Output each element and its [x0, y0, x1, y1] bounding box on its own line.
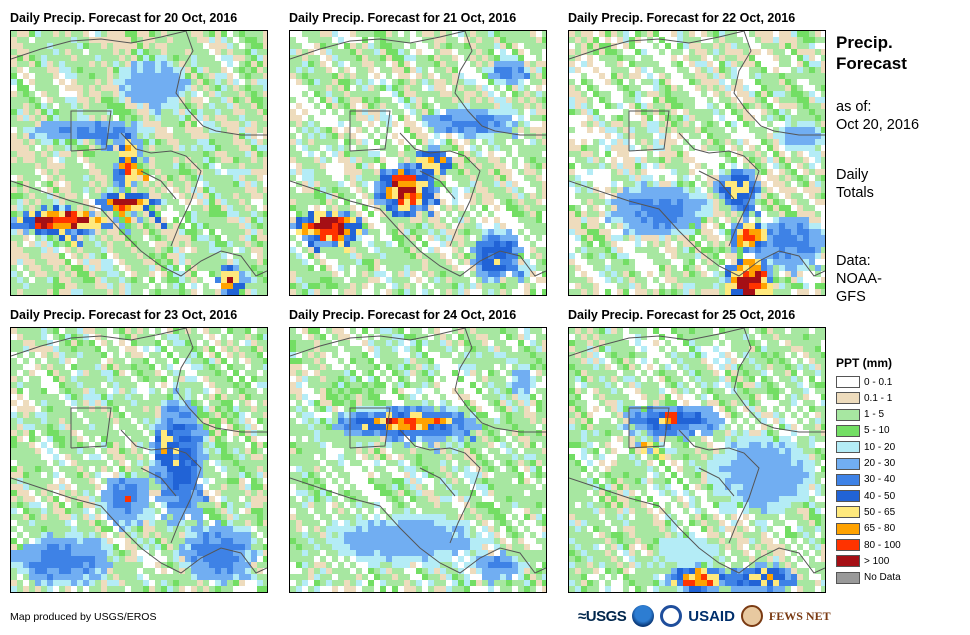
legend-swatch — [836, 490, 860, 503]
noaa-logo-icon — [632, 605, 655, 627]
panel-title-oct-23: Daily Precip. Forecast for 23 Oct, 2016 — [10, 308, 238, 322]
totals-line2: Totals — [836, 185, 874, 201]
logo-strip: ≈USGS USAID FEWS NET — [578, 602, 831, 630]
legend-swatch — [836, 441, 860, 454]
fews-globe-icon — [740, 605, 763, 627]
legend-swatch — [836, 571, 860, 584]
legend-swatch — [836, 506, 860, 519]
precip-grid — [11, 31, 267, 295]
legend-label: 5 - 10 — [864, 425, 890, 437]
legend-item: 0 - 0.1 — [836, 375, 892, 389]
legend-item: 40 - 50 — [836, 489, 895, 503]
legend-label: 1 - 5 — [864, 409, 885, 421]
coastline-outline — [11, 31, 267, 277]
precip-map-oct-24 — [289, 327, 547, 593]
panel-title-oct-21: Daily Precip. Forecast for 21 Oct, 2016 — [289, 11, 517, 25]
legend-label: 20 - 30 — [864, 458, 896, 469]
panel-title-oct-25: Daily Precip. Forecast for 25 Oct, 2016 — [568, 308, 796, 322]
precip-map-oct-25 — [568, 327, 826, 593]
legend-swatch — [836, 424, 860, 437]
legend-swatch — [836, 392, 860, 405]
precip-grid — [569, 31, 825, 295]
legend-label: > 100 — [864, 555, 890, 567]
legend-swatch — [836, 408, 860, 421]
side-title-line1: Precip. — [836, 33, 893, 52]
legend-item: 0.1 - 1 — [836, 391, 892, 405]
asof-date: Oct 20, 2016 — [836, 117, 920, 133]
side-title-line2: Forecast — [836, 54, 907, 73]
coastline-outline — [569, 31, 825, 277]
coastline-outline — [290, 31, 546, 277]
data-line3: GFS — [836, 289, 866, 305]
legend-label: No Data — [864, 572, 901, 584]
precip-grid — [290, 328, 546, 592]
legend-label: 50 - 65 — [864, 506, 896, 518]
coastline-outline — [569, 328, 825, 574]
legend-label: 10 - 20 — [864, 441, 896, 453]
legend-label: 30 - 40 — [864, 474, 896, 486]
legend-item: 30 - 40 — [836, 473, 895, 487]
usaid-logo: USAID — [688, 607, 735, 625]
legend-swatch — [836, 376, 860, 388]
precip-map-oct-20 — [10, 30, 268, 296]
legend-item: 5 - 10 — [836, 424, 890, 438]
precip-grid — [11, 328, 267, 592]
legend-swatch — [836, 555, 860, 568]
legend-item: No Data — [836, 571, 901, 585]
precip-map-oct-22 — [568, 30, 826, 296]
legend-item: 1 - 5 — [836, 408, 884, 422]
legend-title: PPT (mm) — [836, 356, 893, 370]
side-title: Precip. Forecast — [836, 32, 907, 74]
legend-item: 50 - 65 — [836, 505, 895, 519]
fews-net-logo: FEWS NET — [768, 608, 831, 623]
asof-label: as of: — [836, 99, 872, 115]
map-credit: Map produced by USGS/EROS — [10, 611, 157, 623]
legend-item: 20 - 30 — [836, 457, 895, 471]
legend-swatch — [836, 522, 860, 535]
legend-item: > 100 — [836, 554, 889, 568]
precip-map-oct-23 — [10, 327, 268, 593]
totals-line1: Daily — [836, 167, 869, 183]
coastline-outline — [11, 328, 267, 574]
legend-label: 40 - 50 — [864, 490, 896, 502]
legend-item: 65 - 80 — [836, 522, 895, 536]
precip-grid — [290, 31, 546, 295]
legend-swatch — [836, 457, 860, 470]
legend-label: 65 - 80 — [864, 523, 896, 535]
usgs-logo: ≈USGS — [578, 607, 627, 625]
legend-swatch — [836, 539, 860, 551]
data-line2: NOAA- — [836, 271, 882, 287]
panel-title-oct-20: Daily Precip. Forecast for 20 Oct, 2016 — [10, 11, 238, 25]
panel-title-oct-22: Daily Precip. Forecast for 22 Oct, 2016 — [568, 11, 796, 25]
precip-map-oct-21 — [289, 30, 547, 296]
legend-swatch — [836, 473, 860, 486]
coastline-outline — [290, 328, 546, 574]
legend-item: 80 - 100 — [836, 538, 901, 552]
legend-label: 0.1 - 1 — [864, 392, 893, 404]
seal-logo-icon — [660, 605, 683, 627]
data-line1: Data: — [836, 253, 871, 269]
legend-item: 10 - 20 — [836, 440, 895, 454]
legend-label: 0 - 0.1 — [864, 376, 893, 388]
legend-label: 80 - 100 — [864, 539, 901, 551]
panel-title-oct-24: Daily Precip. Forecast for 24 Oct, 2016 — [289, 308, 517, 322]
precip-grid — [569, 328, 825, 592]
